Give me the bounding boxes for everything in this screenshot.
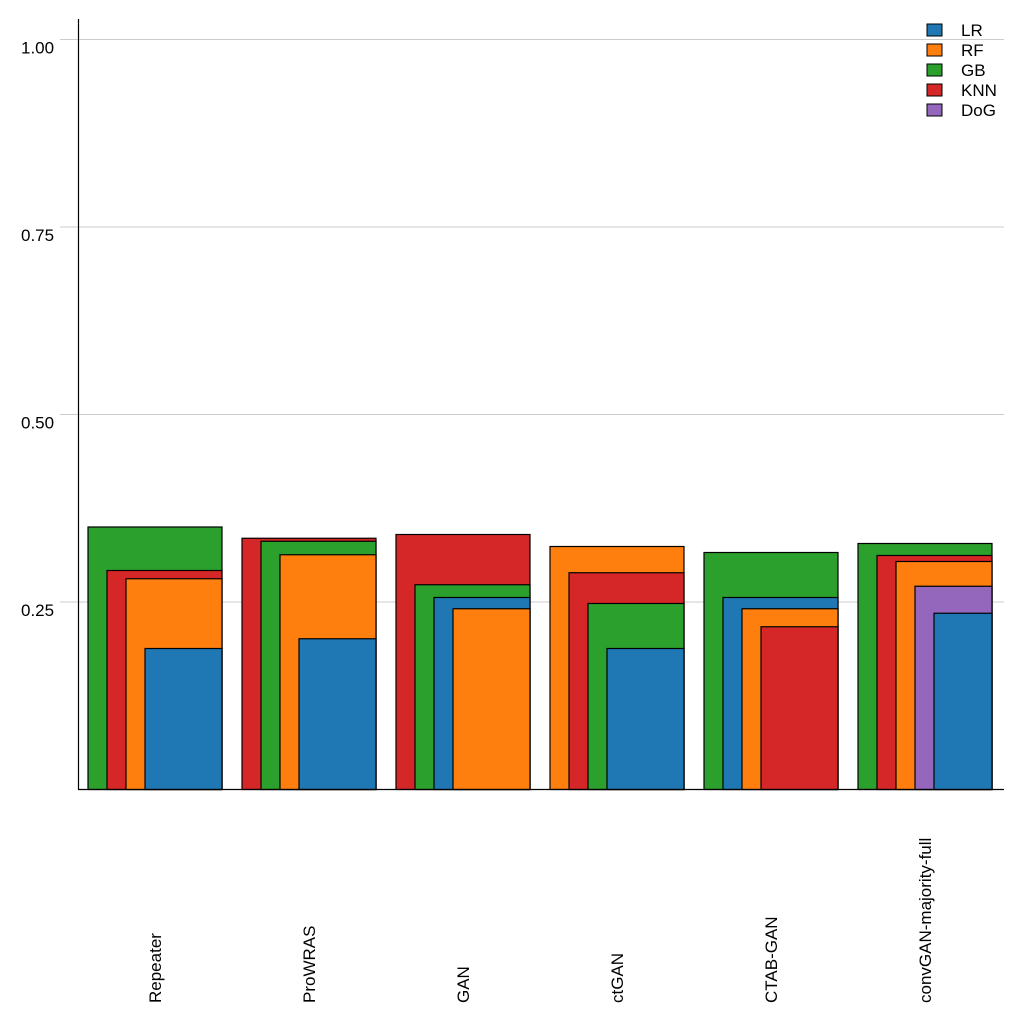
x-tick-label: ctGAN	[608, 953, 627, 1003]
bar-rf-gan	[452, 608, 531, 791]
legend-swatch-rf	[926, 43, 943, 57]
x-tick-label: convGAN-majority-full	[916, 838, 935, 1003]
x-tick-label: ProWRAS	[300, 926, 319, 1003]
legend-label-rf: RF	[961, 41, 984, 60]
x-tick-label: CTAB-GAN	[762, 916, 781, 1003]
x-tick-label: GAN	[454, 966, 473, 1003]
y-tick-label: 0.75	[21, 226, 54, 245]
legend-label-lr: LR	[961, 21, 983, 40]
axes	[77, 19, 1004, 791]
legend-swatch-lr	[926, 23, 943, 37]
legend-label-knn: KNN	[961, 81, 997, 100]
bar-lr-repeater	[144, 647, 223, 791]
bar-knn-ctab-gan	[760, 626, 839, 791]
legend-swatch-gb	[926, 63, 943, 77]
bars	[87, 526, 993, 791]
bar-lr-prowras	[298, 638, 377, 791]
bar-lr-ctgan	[606, 647, 685, 791]
legend-swatch-knn	[926, 83, 943, 97]
y-tick-label: 0.50	[21, 414, 54, 433]
y-tick-label: 1.00	[21, 39, 54, 58]
gridlines	[60, 39, 1004, 603]
legend-swatch-dog	[926, 103, 943, 117]
legend-label-gb: GB	[961, 61, 986, 80]
y-tick-label: 0.25	[21, 601, 54, 620]
x-tick-labels: Repeater ProWRAS GAN ctGAN CTAB-GAN convGAN-m…	[146, 838, 935, 1003]
legend-label-dog: DoG	[961, 101, 996, 120]
x-tick-label: Repeater	[146, 933, 165, 1003]
bar-lr-convgan-majority-full	[933, 612, 993, 791]
y-tick-labels: 0.25 0.50 0.75 1.00	[21, 39, 54, 621]
